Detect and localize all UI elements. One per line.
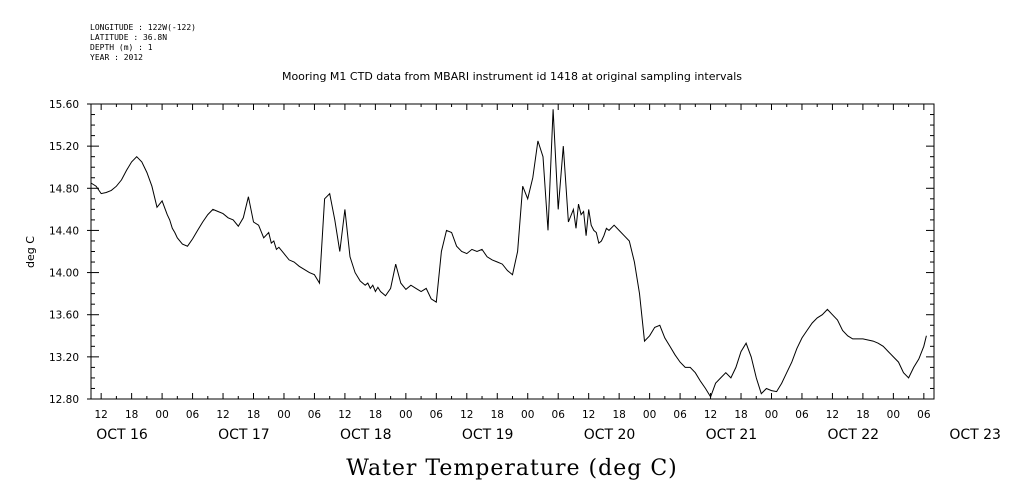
- x-tick-label: 06: [673, 409, 687, 421]
- x-tick-label: 06: [308, 409, 322, 421]
- x-tick-label: 06: [552, 409, 566, 421]
- x-tick-label: 12: [826, 409, 839, 421]
- x-tick-label: 12: [216, 409, 229, 421]
- axis-ticks: [87, 103, 934, 400]
- x-tick-label: 00: [765, 409, 778, 421]
- meta-depth: DEPTH (m) : 1: [90, 43, 153, 52]
- x-tick-labels: 12 18 00 06 12 18 00 06 12 18 00 06 12 18 00 06 12 18 00 06…: [94, 409, 930, 421]
- x-tick-label: 12: [704, 409, 717, 421]
- metadata-block: LONGITUDE : 122W(-122) LATITUDE : 36.8N …: [90, 23, 196, 62]
- temperature-line: [90, 109, 927, 399]
- y-tick-label: 13.60: [49, 310, 79, 322]
- x-date-label: OCT 20: [584, 427, 636, 443]
- x-tick-label: 00: [155, 409, 168, 421]
- meta-longitude: LONGITUDE : 122W(-122): [90, 23, 196, 32]
- x-tick-label: 18: [369, 409, 382, 421]
- x-tick-label: 18: [856, 409, 869, 421]
- x-date-label: OCT 21: [706, 427, 758, 443]
- y-tick-label: 15.60: [49, 99, 79, 111]
- x-tick-label: 18: [247, 409, 260, 421]
- x-tick-label: 18: [734, 409, 747, 421]
- x-date-label: OCT 19: [462, 427, 514, 443]
- x-axis-label: Water Temperature (deg C): [346, 456, 678, 481]
- plot-frame: [90, 103, 935, 400]
- y-axis-label: deg C: [24, 236, 37, 268]
- y-tick-label: 14.80: [49, 183, 79, 195]
- y-tick-label: 12.80: [49, 394, 79, 406]
- x-tick-label: 12: [460, 409, 473, 421]
- x-date-labels: OCT 16 OCT 17 OCT 18 OCT 19 OCT 20 OCT 21 OCT …: [96, 427, 1001, 443]
- x-date-label: OCT 16: [96, 427, 148, 443]
- x-tick-label: 12: [582, 409, 595, 421]
- x-tick-label: 06: [795, 409, 809, 421]
- x-tick-label: 00: [277, 409, 290, 421]
- x-tick-label: 18: [612, 409, 625, 421]
- x-tick-label: 06: [430, 409, 444, 421]
- y-tick-label: 15.20: [49, 141, 79, 153]
- x-tick-label: 00: [399, 409, 412, 421]
- x-tick-label: 12: [94, 409, 107, 421]
- x-tick-label: 12: [338, 409, 351, 421]
- x-tick-label: 18: [125, 409, 138, 421]
- x-date-label: OCT 17: [218, 427, 270, 443]
- x-tick-label: 00: [643, 409, 656, 421]
- x-tick-label: 06: [917, 409, 931, 421]
- x-tick-label: 18: [491, 409, 504, 421]
- y-tick-label: 14.40: [49, 225, 79, 237]
- meta-year: YEAR : 2012: [90, 53, 143, 62]
- x-date-label: OCT 22: [827, 427, 879, 443]
- y-tick-label: 14.00: [49, 268, 79, 280]
- x-date-label: OCT 23: [949, 427, 1001, 443]
- x-tick-label: 00: [521, 409, 534, 421]
- x-tick-label: 06: [186, 409, 200, 421]
- x-date-label: OCT 18: [340, 427, 392, 443]
- x-tick-label: 00: [887, 409, 900, 421]
- chart-title: Mooring M1 CTD data from MBARI instrumen…: [282, 70, 742, 83]
- y-tick-labels: 12.80 13.20 13.60 14.00 14.40 14.80 15.20 15.60: [49, 99, 79, 406]
- y-tick-label: 13.20: [49, 352, 79, 364]
- meta-latitude: LATITUDE : 36.8N: [90, 33, 167, 42]
